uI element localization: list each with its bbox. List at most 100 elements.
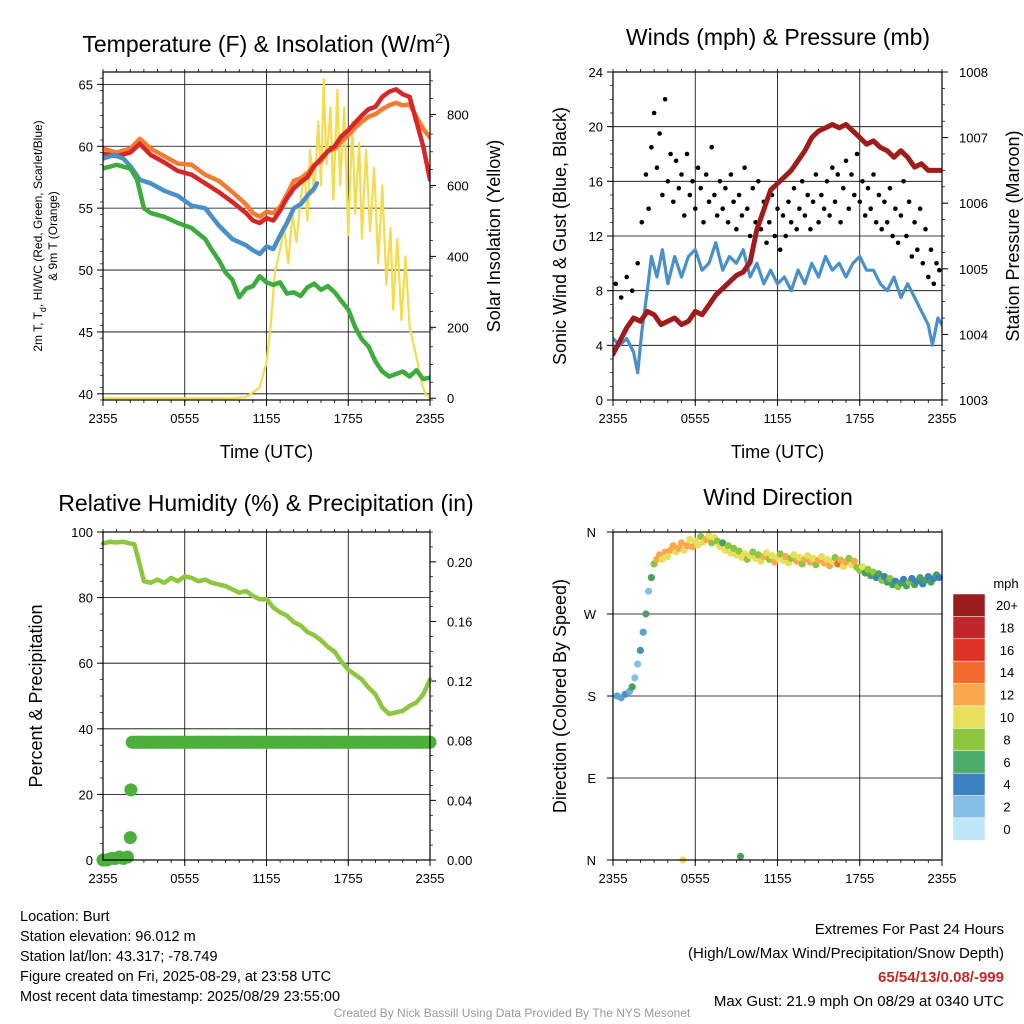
humidity-y2tick-label: 0.20 (447, 555, 472, 570)
wind-direction-point (754, 551, 762, 559)
precipitation-point (328, 735, 342, 749)
wind-gust-point (876, 192, 882, 198)
wind-gust-point (884, 220, 890, 225)
precipitation-point (273, 735, 287, 749)
wind-gust-point (646, 206, 651, 211)
wind-gust-point (931, 281, 937, 287)
wind-gust-point (893, 206, 898, 211)
wind-gust-point (786, 199, 791, 205)
wind-direction-point (713, 537, 721, 545)
precipitation-point (124, 783, 138, 797)
wind-gust-point (799, 179, 805, 184)
wind-gust-point (747, 233, 753, 239)
winds-xtick-label: 1155 (764, 411, 792, 426)
wind-direction-point (837, 556, 845, 564)
wind-direction-point (790, 551, 798, 559)
wind-direction-point (749, 548, 757, 556)
wind-gust-point (873, 220, 879, 225)
wind-gust-point (901, 179, 906, 184)
colorbar-swatch (952, 616, 986, 640)
colorbar-label: 2 (1003, 800, 1010, 815)
colorbar-label: 18 (1000, 620, 1014, 635)
wind-direction-point (762, 549, 771, 557)
wind-direction-point (908, 574, 916, 583)
wind-gust-point (909, 254, 915, 259)
temperature-panel: 40 45 50 55 60 65 0 200 400 600 800 2355 0555 1155 175… (31, 30, 504, 462)
wind-direction-point (875, 570, 883, 578)
temperature-series (103, 78, 430, 400)
winds-y2tick-label: 1004 (959, 327, 988, 342)
wind-gust-point (731, 199, 736, 205)
humidity-ytick-label: 20 (79, 787, 93, 802)
colorbar-swatch (952, 683, 986, 707)
humidity-xtick-label: 0555 (170, 871, 199, 886)
wind-gust-point (780, 213, 786, 218)
wind-gust-point (926, 274, 931, 280)
wind-gust-point (860, 179, 865, 184)
wind-direction-point (891, 577, 900, 585)
wind-gust-point (917, 206, 923, 211)
wind-gust-point (923, 226, 928, 232)
humidity-title: Relative Humidity (%) & Precipitation (i… (58, 490, 473, 516)
precipitation-point (341, 735, 355, 749)
wind-direction-point (795, 553, 804, 562)
wind-gust-point (838, 220, 843, 225)
wind-direction-point (634, 660, 642, 668)
humidity-y2tick-label: 0.12 (447, 674, 472, 689)
precipitation-point (123, 831, 137, 845)
temperature-9m-line (103, 100, 430, 220)
wind-gust-point (854, 151, 860, 157)
temperature-2m-line (103, 87, 430, 226)
wind-gust-point (772, 233, 778, 239)
temperature-y2tick-label: 400 (447, 249, 469, 264)
humidity-y2tick-label: 0.16 (447, 614, 472, 629)
wind-direction-point (768, 552, 776, 560)
wind-gust-point (777, 247, 783, 252)
precipitation-point (219, 735, 233, 749)
wind-direction-point (809, 554, 817, 563)
winds-panel: 0 4 8 12 16 20 24 1003 1004 1005 1006 1007 1008 2355 0… (550, 24, 1023, 462)
temperature-ylabel-sub: d (38, 307, 48, 312)
wind-direction-title: Wind Direction (703, 484, 853, 510)
wind-direction-ytick-label: W (584, 607, 597, 622)
wind-gust-point (835, 172, 841, 177)
temperature-y2tick-label: 800 (447, 108, 469, 123)
winds-ytick-label: 24 (589, 65, 603, 80)
wind-direction-point (675, 544, 683, 553)
wind-gust-point (651, 110, 657, 116)
precipitation-point (178, 735, 192, 749)
precipitation-point (369, 735, 382, 749)
winds-ytick-label: 8 (596, 284, 603, 299)
winds-xtick-label: 1755 (845, 411, 874, 426)
wind-direction-xtick-label: 1755 (845, 871, 874, 886)
wind-gust-point (639, 220, 645, 225)
wind-gust-point (808, 226, 813, 232)
wind-gust-point (805, 192, 810, 198)
winds-frame (612, 71, 943, 401)
colorbar-label: 10 (1000, 710, 1014, 725)
wind-gust-point (695, 165, 701, 170)
winds-y2tick-label: 1007 (959, 131, 988, 146)
wind-gust-point (906, 199, 912, 205)
wind-direction-point (823, 555, 831, 563)
winds-y2tick-label: 1005 (959, 262, 988, 277)
wind-gust-point (649, 144, 654, 150)
wind-direction-xtick-label: 2355 (599, 871, 628, 886)
wind-gust-point (827, 213, 832, 218)
wind-gust-point (725, 220, 731, 225)
humidity-y2tick-label: 0.08 (447, 734, 472, 749)
colorbar-swatch (952, 705, 986, 729)
wind-direction-point (636, 646, 645, 655)
wind-direction-point (900, 575, 908, 584)
wind-gust-point (665, 179, 671, 184)
wind-gust-point (830, 165, 835, 170)
wind-gust-point (802, 213, 808, 218)
sonic-wind-line (613, 241, 942, 375)
precipitation-point (409, 735, 423, 749)
wind-gust-point (698, 185, 703, 191)
wind-direction-point (642, 610, 650, 618)
station-pressure-line (613, 122, 942, 357)
wind-direction-point (845, 554, 853, 563)
